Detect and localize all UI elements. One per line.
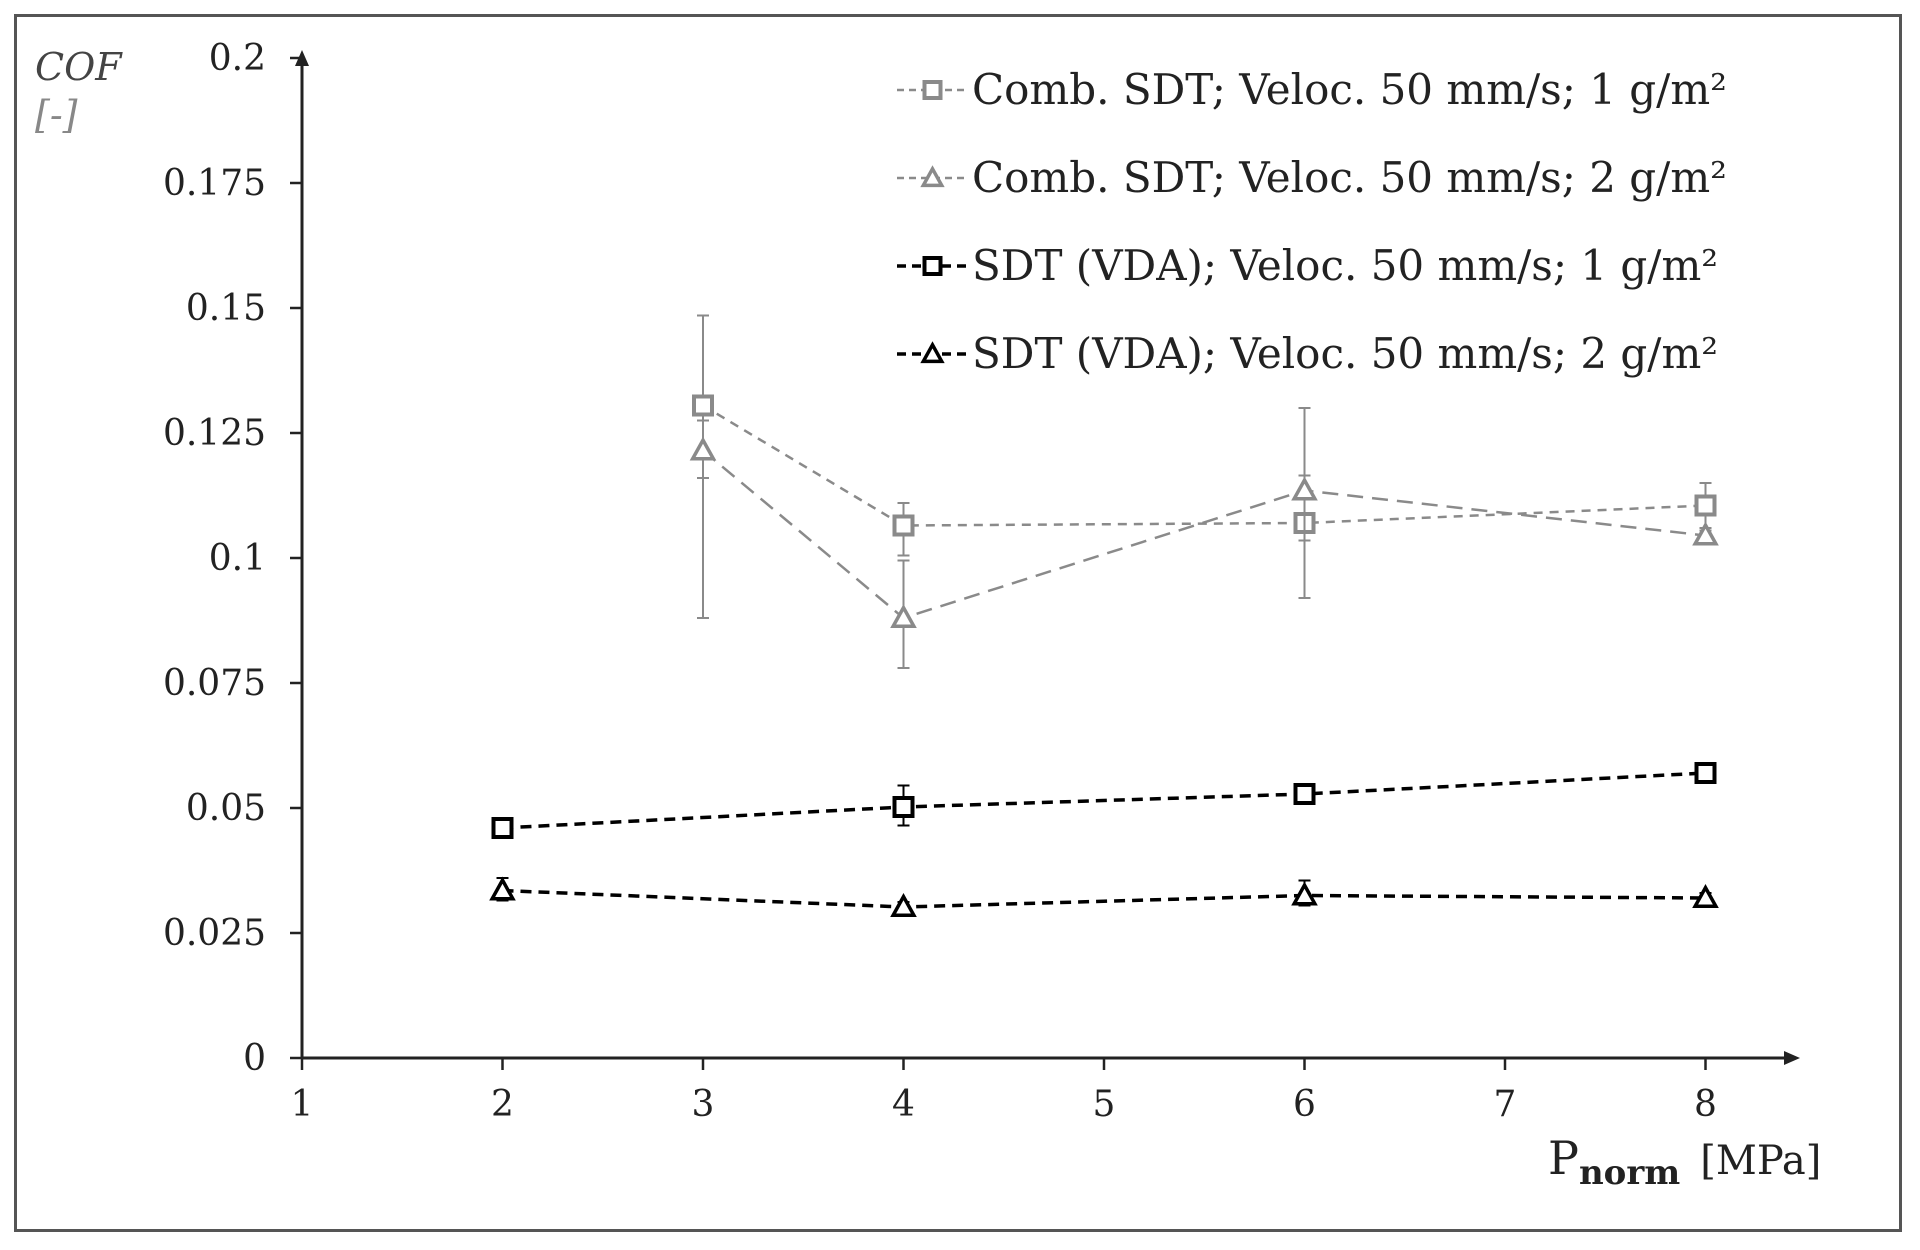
x-tick-label: 3 (692, 1084, 715, 1125)
series-line (702, 404, 1706, 527)
y-tick-label: 0.2 (209, 38, 266, 79)
x-tick-label: 8 (1694, 1084, 1717, 1125)
x-tick-label: 4 (892, 1084, 915, 1125)
legend-label: Comb. SDT; Veloc. 50 mm/s; 2 g/m² (972, 153, 1727, 202)
data-point (1692, 884, 1719, 909)
data-point (892, 514, 915, 537)
data-point (491, 817, 514, 839)
data-point (1694, 494, 1717, 517)
y-tick-label: 0.05 (186, 788, 266, 829)
series-line (702, 449, 1706, 620)
y-axis-unit: [-] (35, 93, 78, 137)
data-point (1293, 783, 1316, 805)
data-point (1291, 476, 1318, 501)
y-tick-label: 0.075 (163, 663, 266, 704)
series-4 (489, 876, 1719, 918)
x-tick-label: 6 (1293, 1084, 1316, 1125)
x-axis-label-sub: norm (1579, 1153, 1680, 1193)
data-point (489, 876, 516, 901)
series-3 (491, 762, 1717, 839)
y-tick-label: 0.175 (163, 163, 266, 204)
legend-entry-2: Comb. SDT; Veloc. 50 mm/s; 2 g/m² (897, 153, 1727, 202)
legend-marker (920, 341, 945, 364)
data-point (890, 604, 917, 629)
plot-area (489, 314, 1719, 918)
x-axis-arrow (1784, 1051, 1800, 1065)
chart-frame (14, 14, 1902, 1232)
series-line (502, 771, 1706, 830)
x-tick-label: 7 (1494, 1084, 1517, 1125)
x-ticks: 1 2 3 4 5 6 7 8 (291, 1058, 1717, 1125)
legend-entry-3: SDT (VDA); Veloc. 50 mm/s; 1 g/m² (897, 241, 1718, 290)
data-point (692, 394, 714, 417)
data-point (1291, 881, 1318, 906)
y-axis-label: COF (35, 45, 123, 89)
data-point (1692, 521, 1719, 546)
series-line (502, 888, 1706, 909)
y-tick-label: 0 (243, 1038, 266, 1079)
legend-label: Comb. SDT; Veloc. 50 mm/s; 1 g/m² (972, 65, 1727, 114)
x-tick-label: 1 (291, 1084, 314, 1125)
data-point (689, 436, 717, 461)
legend-marker (920, 165, 945, 188)
data-point (1694, 762, 1717, 784)
y-ticks: 0 0.025 0.05 0.075 0.1 0.125 0.15 0.175 0.2 (163, 38, 302, 1079)
x-axis-label: Pnorm [MPa] (1548, 1131, 1821, 1193)
legend-label: SDT (VDA); Veloc. 50 mm/s; 2 g/m² (972, 329, 1718, 378)
data-point (892, 796, 915, 818)
y-tick-label: 0.025 (163, 913, 266, 954)
legend-marker (922, 256, 943, 276)
x-tick-label: 5 (1093, 1084, 1116, 1125)
legend-entry-4: SDT (VDA); Veloc. 50 mm/s; 2 g/m² (897, 329, 1718, 378)
data-point (890, 893, 917, 918)
x-axis-label-unit: [MPa] (1700, 1138, 1821, 1184)
legend-marker (922, 80, 943, 100)
legend-entry-1: Comb. SDT; Veloc. 50 mm/s; 1 g/m² (897, 65, 1727, 114)
legend-label: SDT (VDA); Veloc. 50 mm/s; 1 g/m² (972, 241, 1718, 290)
axes (295, 50, 1800, 1065)
y-tick-label: 0.125 (163, 413, 266, 454)
x-tick-label: 2 (491, 1084, 514, 1125)
y-tick-label: 0.15 (186, 288, 266, 329)
x-axis-label-main: P (1548, 1131, 1579, 1185)
legend: Comb. SDT; Veloc. 50 mm/s; 1 g/m² Comb. S… (897, 65, 1727, 378)
y-tick-label: 0.1 (209, 538, 266, 579)
series-2 (689, 419, 1719, 669)
